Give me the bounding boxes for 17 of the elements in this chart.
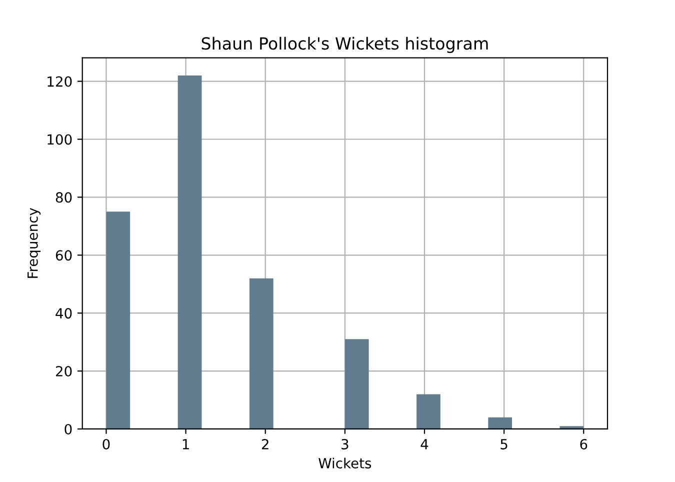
x-tick-label: 6 xyxy=(580,438,588,450)
x-tick-label: 1 xyxy=(182,439,189,450)
y-tick-label: 120 xyxy=(48,76,72,87)
y-tick-label: 20 xyxy=(56,366,72,377)
x-tick-label: 3 xyxy=(342,438,348,450)
x-tick-label: 2 xyxy=(262,438,268,450)
x-tick-label: 0 xyxy=(102,438,110,450)
y-tick-label: 100 xyxy=(48,134,72,145)
x-axis-title: Wickets xyxy=(318,458,372,468)
y-tick-label: 60 xyxy=(56,250,72,261)
y-tick-label: 40 xyxy=(56,308,72,319)
x-tick-label: 4 xyxy=(420,439,428,450)
y-tick-label: 0 xyxy=(64,424,72,434)
y-axis-title: Frequency xyxy=(28,208,41,278)
chart-title: Shaun Pollock's Wickets histogram xyxy=(202,36,488,53)
x-tick-label: 5 xyxy=(500,439,508,450)
y-tick-label: 80 xyxy=(56,192,72,203)
